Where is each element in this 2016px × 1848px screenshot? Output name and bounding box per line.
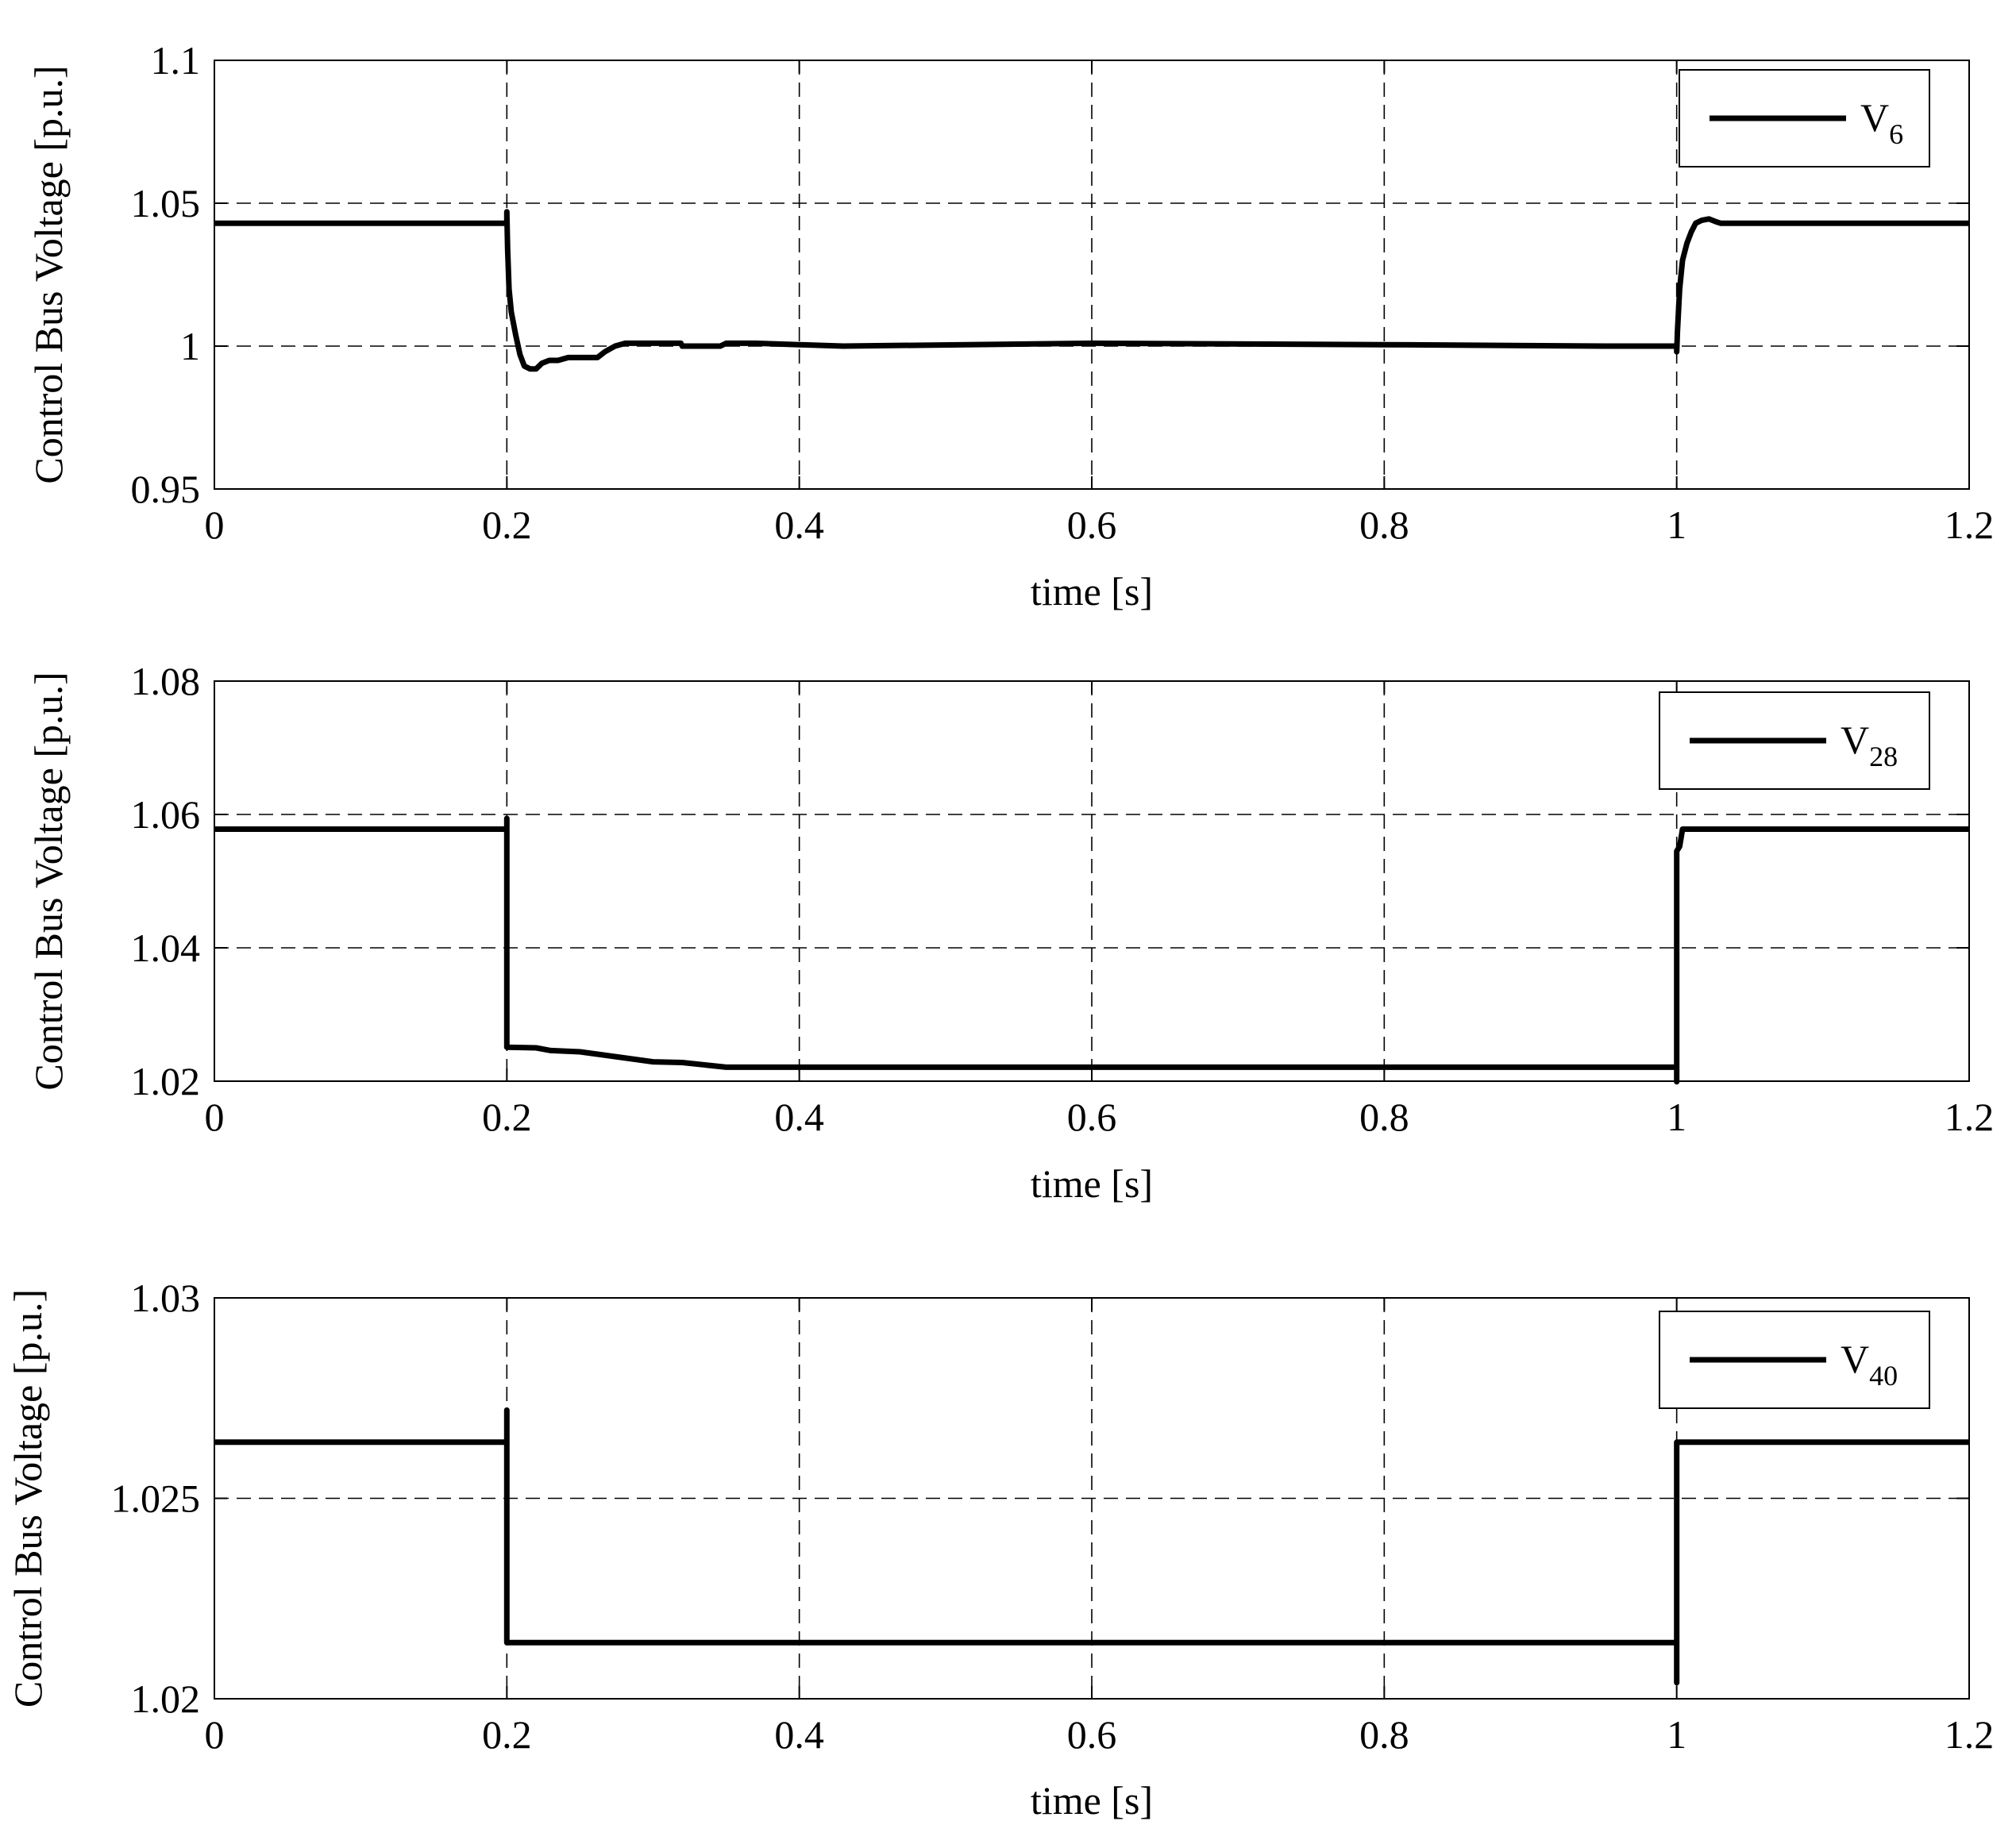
x-tick-label: 0 — [205, 502, 225, 547]
y-tick-label: 1.05 — [131, 181, 201, 225]
legend: V28 — [1659, 691, 1930, 790]
series-line-v40 — [214, 1407, 1969, 1686]
x-tick-label: 0.2 — [482, 1095, 532, 1139]
legend-label-subscript: 28 — [1869, 741, 1898, 772]
legend-label: V28 — [1841, 718, 1898, 772]
y-tick-label: 1.03 — [131, 1276, 201, 1320]
x-tick-label: 1.2 — [1945, 1712, 1995, 1757]
series-line-v6 — [214, 209, 1969, 372]
subplot-3: 0 0.2 0.4 0.6 0.8 1 1.2 1.02 1.025 1.03 time [s] Co… — [6, 1276, 1994, 1823]
y-tick-label: 1.02 — [131, 1059, 201, 1103]
legend: V6 — [1679, 69, 1930, 167]
y-tick-label: 0.95 — [131, 467, 201, 511]
x-tick-label: 0.6 — [1067, 502, 1117, 547]
x-tick-label: 0.4 — [774, 1712, 824, 1757]
x-axis-label: time [s] — [1031, 569, 1153, 614]
legend-label-main: V — [1860, 95, 1889, 140]
y-tick-label: 1.02 — [131, 1677, 201, 1721]
x-tick-label: 0.2 — [482, 1712, 532, 1757]
y-axis-label: Control Bus Voltage [p.u.] — [26, 672, 71, 1090]
y-tick-label: 1 — [180, 324, 200, 368]
y-tick-label: 1.04 — [131, 926, 201, 970]
x-tick-label: 0.4 — [774, 1095, 824, 1139]
subplot-2: 0 0.2 0.4 0.6 0.8 1 1.2 1.02 1.04 1.06 1.08 time [s… — [26, 659, 1994, 1206]
y-tick-label: 1.08 — [131, 659, 201, 703]
x-tick-label: 1 — [1667, 502, 1686, 547]
x-axis-label: time [s] — [1031, 1161, 1153, 1206]
y-tick-label: 1.06 — [131, 792, 201, 837]
series-line-v28 — [214, 815, 1969, 1085]
x-tick-label: 0.6 — [1067, 1712, 1117, 1757]
y-axis-label: Control Bus Voltage [p.u.] — [6, 1289, 50, 1707]
legend-label-subscript: 40 — [1869, 1360, 1898, 1392]
x-tick-label: 1.2 — [1945, 1095, 1995, 1139]
x-tick-label: 0 — [205, 1712, 225, 1757]
x-tick-label: 1 — [1667, 1095, 1686, 1139]
x-tick-label: 0.8 — [1359, 1712, 1409, 1757]
y-tick-label: 1.025 — [111, 1476, 201, 1521]
x-tick-label: 0.6 — [1067, 1095, 1117, 1139]
x-tick-label: 0 — [205, 1095, 225, 1139]
legend-label-subscript: 6 — [1889, 118, 1903, 150]
x-tick-label: 1 — [1667, 1712, 1686, 1757]
x-tick-label: 1.2 — [1945, 502, 1995, 547]
x-axis-label: time [s] — [1031, 1778, 1153, 1823]
x-tick-label: 0.8 — [1359, 1095, 1409, 1139]
subplot-1: 0 0.2 0.4 0.6 0.8 1 1.2 0.95 1 1.05 1.1 time [s] Con… — [26, 38, 1994, 614]
y-tick-label: 1.1 — [151, 38, 201, 83]
x-tick-label: 0.8 — [1359, 502, 1409, 547]
legend: V40 — [1659, 1311, 1930, 1409]
legend-label-main: V — [1841, 1337, 1869, 1381]
x-tick-label: 0.4 — [774, 502, 824, 547]
legend-label-main: V — [1841, 718, 1869, 762]
x-tick-label: 0.2 — [482, 502, 532, 547]
legend-label: V40 — [1841, 1337, 1898, 1392]
legend-label: V6 — [1860, 95, 1903, 150]
y-axis-label: Control Bus Voltage [p.u.] — [26, 65, 71, 483]
